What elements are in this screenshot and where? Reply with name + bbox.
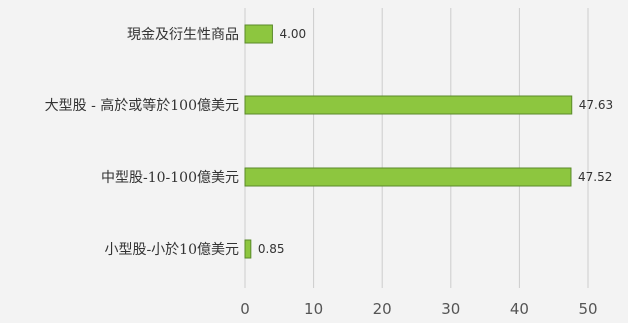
x-tick-labels: 0 10 20 30 40 50: [240, 300, 597, 318]
bar: [244, 167, 572, 187]
data-label: 0.85: [258, 242, 285, 256]
category-label: 小型股-小於10億美元: [104, 242, 239, 258]
bar: [244, 24, 273, 44]
x-tick-label: 30: [441, 300, 460, 318]
data-label: 47.52: [578, 170, 612, 184]
value-labels: 4.00 47.63 47.52 0.85: [258, 27, 613, 256]
x-tick-label: 50: [578, 300, 597, 318]
x-tick-label: 40: [510, 300, 529, 318]
bar-group: [244, 24, 573, 259]
data-label: 4.00: [279, 27, 306, 41]
bar: [244, 239, 252, 259]
category-label: 大型股 - 高於或等於100億美元: [45, 97, 239, 114]
data-label: 47.63: [579, 98, 613, 112]
bar: [244, 95, 573, 115]
category-label: 現金及衍生性商品: [127, 27, 239, 43]
x-tick-label: 0: [240, 300, 250, 318]
x-tick-label: 10: [304, 300, 323, 318]
category-label: 中型股-10-100億美元: [101, 170, 239, 186]
x-tick-label: 20: [373, 300, 392, 318]
grid-lines: [244, 8, 589, 288]
